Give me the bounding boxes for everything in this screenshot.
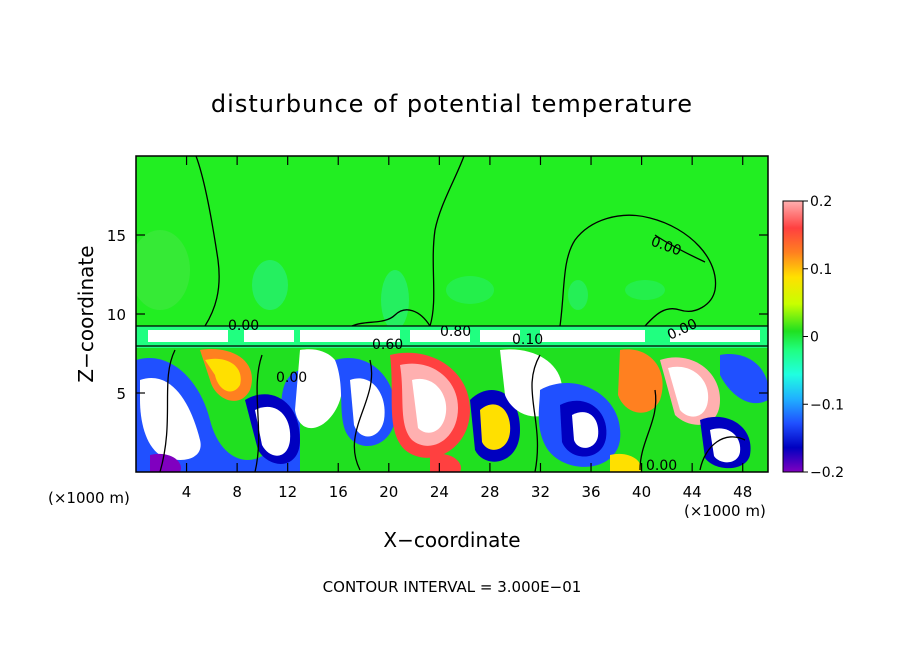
y-tick-label: 15 <box>107 227 126 245</box>
x-tick-label: 36 <box>581 483 600 501</box>
heatmap-field <box>136 156 768 472</box>
x-tick-label: 28 <box>480 483 499 501</box>
contour-lines <box>136 156 768 472</box>
colorbar-tick-label: 0 <box>810 330 819 346</box>
contour-label: 0.00 <box>276 370 307 386</box>
x-axis: 4 8 12 16 20 24 28 32 36 40 44 48 <box>182 156 752 501</box>
x-tick-label: 32 <box>531 483 550 501</box>
x-tick-label: 8 <box>232 483 242 501</box>
contour-interval-note: CONTOUR INTERVAL = 3.000E−01 <box>323 578 582 596</box>
contour-label: 0.60 <box>372 337 403 353</box>
x-axis-title: X−coordinate <box>383 528 520 552</box>
y-axis: 5 10 15 <box>107 227 768 403</box>
x-tick-label: 44 <box>683 483 702 501</box>
contour-label: 0.00 <box>228 318 259 334</box>
colorbar-tick-label: −0.1 <box>810 397 844 413</box>
contour-labels: 0.00 0.60 0.00 0.80 0.10 0.00 0.00 0.00 <box>228 234 700 474</box>
x-tick-label: 24 <box>430 483 449 501</box>
chart-title: disturbunce of potential temperature <box>211 90 693 118</box>
x-tick-label: 12 <box>278 483 297 501</box>
y-axis-title: Z−coordinate <box>74 245 98 382</box>
colorbar-scale <box>782 200 804 473</box>
colorbar: 0.2 0.1 0 −0.1 −0.2 <box>782 194 844 481</box>
x-tick-label: 4 <box>182 483 192 501</box>
x-tick-label: 48 <box>733 483 752 501</box>
colorbar-tick-label: 0.1 <box>810 262 832 278</box>
contour-label: 0.00 <box>646 458 677 474</box>
colorbar-tick-label: 0.2 <box>810 194 832 210</box>
colorbar-ticks: 0.2 0.1 0 −0.1 −0.2 <box>803 194 844 481</box>
contour-label: 0.10 <box>512 332 543 348</box>
x-unit-label-right: (×1000 m) <box>684 502 766 520</box>
x-unit-label-left: (×1000 m) <box>48 489 130 507</box>
y-tick-label: 10 <box>107 306 126 324</box>
colorbar-tick-label: −0.2 <box>810 465 844 481</box>
x-tick-label: 40 <box>632 483 651 501</box>
x-tick-label: 16 <box>329 483 348 501</box>
contour-label: 0.80 <box>440 324 471 340</box>
y-tick-label: 5 <box>116 385 126 403</box>
x-tick-label: 20 <box>379 483 398 501</box>
